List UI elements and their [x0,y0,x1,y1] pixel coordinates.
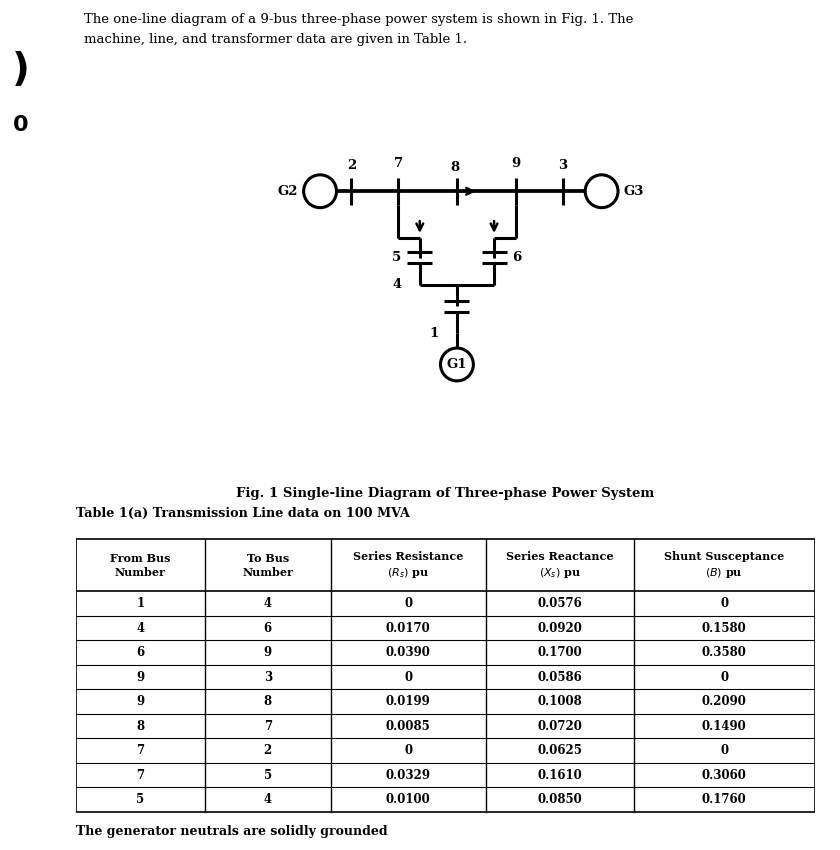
Text: Series Resistance
$(R_s)$ pu: Series Resistance $(R_s)$ pu [353,551,464,580]
Text: 0.0329: 0.0329 [386,768,431,782]
Text: 6: 6 [136,646,144,659]
Text: 0.0390: 0.0390 [386,646,431,659]
Text: 9: 9 [136,671,144,683]
Text: 0: 0 [13,115,29,135]
Text: 9: 9 [511,156,520,170]
Text: 0: 0 [404,745,412,757]
Text: 3: 3 [558,159,567,172]
Text: 0.1490: 0.1490 [702,720,747,733]
Text: 0.1610: 0.1610 [538,768,582,782]
Text: 0.1580: 0.1580 [702,621,747,635]
Text: 7: 7 [264,720,272,733]
Text: 4: 4 [392,278,402,292]
Text: 0: 0 [720,745,728,757]
Text: 5: 5 [136,793,144,806]
Text: 8: 8 [136,720,144,733]
Text: 5: 5 [392,252,402,264]
Text: 0.0170: 0.0170 [386,621,431,635]
Text: 0.0100: 0.0100 [386,793,431,806]
Text: From Bus
Number: From Bus Number [110,552,171,578]
Text: 0.0085: 0.0085 [386,720,431,733]
Text: 0.0920: 0.0920 [538,621,582,635]
Text: 5: 5 [264,768,272,782]
Text: 0.0720: 0.0720 [538,720,582,733]
Text: G2: G2 [277,184,298,198]
Text: 8: 8 [264,695,272,708]
Text: 3: 3 [264,671,272,683]
Text: Table 1(a) Transmission Line data on 100 MVA: Table 1(a) Transmission Line data on 100… [76,507,409,520]
Text: 8: 8 [450,161,459,173]
Text: 0.1700: 0.1700 [538,646,582,659]
Text: 0: 0 [404,597,412,610]
Text: 0.3060: 0.3060 [701,768,747,782]
Text: 0.3580: 0.3580 [701,646,747,659]
Text: 0: 0 [404,671,412,683]
Text: 0.0199: 0.0199 [386,695,431,708]
Text: G3: G3 [624,184,644,198]
Text: Fig. 1 Single-line Diagram of Three-phase Power System: Fig. 1 Single-line Diagram of Three-phas… [236,486,654,500]
Text: 4: 4 [264,793,272,806]
Text: Shunt Susceptance
$(B)$ pu: Shunt Susceptance $(B)$ pu [664,551,785,580]
Text: Series Reactance
$(X_s)$ pu: Series Reactance $(X_s)$ pu [506,551,613,580]
Text: 6: 6 [264,621,272,635]
Text: 7: 7 [136,768,144,782]
Text: 1: 1 [429,326,438,340]
Text: 2: 2 [264,745,272,757]
Text: G1: G1 [447,359,467,371]
Text: 7: 7 [394,156,403,170]
Text: 0.1008: 0.1008 [538,695,582,708]
Text: 0: 0 [720,671,728,683]
Text: 7: 7 [136,745,144,757]
Text: 1: 1 [136,597,144,610]
Text: 0.1760: 0.1760 [702,793,747,806]
Text: 9: 9 [136,695,144,708]
Text: 0.0586: 0.0586 [538,671,582,683]
Text: 0.0576: 0.0576 [538,597,582,610]
Text: To Bus
Number: To Bus Number [243,552,293,578]
Text: 9: 9 [264,646,272,659]
Text: 4: 4 [136,621,144,635]
Text: 0.0850: 0.0850 [538,793,582,806]
Text: 0.0625: 0.0625 [538,745,582,757]
Text: 0: 0 [720,597,728,610]
Text: 6: 6 [512,252,522,264]
Text: The generator neutrals are solidly grounded: The generator neutrals are solidly groun… [76,825,387,838]
Bar [76,540,815,812]
Text: The one-line diagram of a 9-bus three-phase power system is shown in Fig. 1. The: The one-line diagram of a 9-bus three-ph… [84,13,633,46]
Text: 2: 2 [347,159,356,172]
Text: ): ) [12,51,29,89]
Text: 0.2090: 0.2090 [701,695,747,708]
Text: 4: 4 [264,597,272,610]
